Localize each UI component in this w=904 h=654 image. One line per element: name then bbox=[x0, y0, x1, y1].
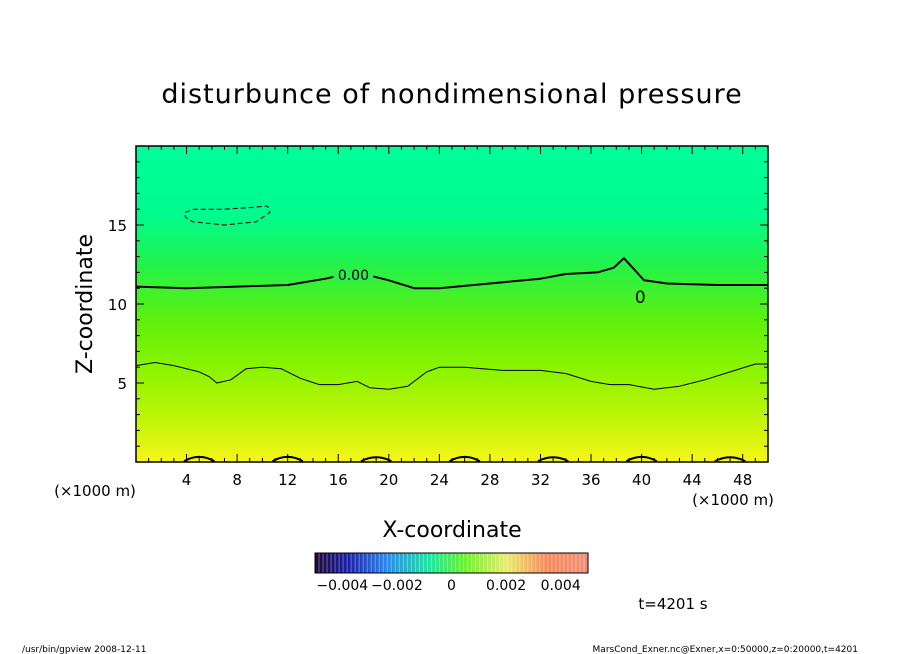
colorbar-ticks: −0.004 −0.002 0 0.002 0.004 bbox=[316, 578, 580, 594]
colorbar-stripes bbox=[318, 553, 585, 573]
y-tick-label: 5 bbox=[117, 375, 127, 393]
x-tick-label: 20 bbox=[379, 471, 398, 489]
negative-contour-line bbox=[184, 205, 271, 226]
zero-contour-line bbox=[136, 257, 768, 290]
chart-title: disturbunce of nondimensional pressure bbox=[161, 79, 742, 110]
x-tick-label: 4 bbox=[182, 471, 192, 489]
colorbar-tick-label: 0.004 bbox=[541, 578, 581, 594]
x-unit-right: (×1000 m) bbox=[692, 491, 774, 509]
time-label: t=4201 s bbox=[638, 595, 707, 613]
y-tick-label: 15 bbox=[108, 217, 127, 235]
x-axis-ticks: 4 8 12 16 20 24 28 32 36 40 44 48 bbox=[148, 146, 756, 489]
colorbar-tick-label: −0.004 bbox=[316, 578, 368, 594]
lower-contour-line bbox=[136, 362, 768, 390]
heatmap-field bbox=[136, 146, 768, 462]
colorbar: −0.004 −0.002 0 0.002 0.004 bbox=[314, 552, 589, 594]
x-tick-label: 48 bbox=[733, 471, 752, 489]
colorbar-frame bbox=[314, 552, 589, 574]
x-tick-label: 24 bbox=[430, 471, 449, 489]
x-tick-label: 28 bbox=[480, 471, 499, 489]
colorbar-tick-label: −0.002 bbox=[371, 578, 423, 594]
contour-label-gap bbox=[333, 265, 374, 282]
x-tick-label: 8 bbox=[232, 471, 242, 489]
footer-right: MarsCond_Exner.nc@Exner,x=0:50000,z=0:20… bbox=[593, 645, 858, 654]
contour-annotation: 0 bbox=[635, 288, 646, 308]
y-tick-label: 10 bbox=[108, 296, 127, 314]
contour-label: 0.00 bbox=[338, 268, 369, 284]
colorbar-tick-label: 0.002 bbox=[486, 578, 526, 594]
x-tick-label: 44 bbox=[683, 471, 702, 489]
x-tick-label: 12 bbox=[278, 471, 297, 489]
y-axis-ticks: 5 10 15 bbox=[108, 161, 768, 447]
colorbar-fill bbox=[315, 553, 588, 573]
x-axis-label: X-coordinate bbox=[382, 518, 521, 543]
footer-left: /usr/bin/gpview 2008-12-11 bbox=[22, 645, 146, 654]
annotation-layer: 0 bbox=[635, 288, 646, 308]
y-axis-label: Z-coordinate bbox=[73, 234, 98, 374]
x-tick-label: 32 bbox=[531, 471, 550, 489]
x-tick-label: 36 bbox=[581, 471, 600, 489]
x-tick-label: 16 bbox=[329, 471, 348, 489]
colorbar-tick-label: 0 bbox=[447, 578, 456, 594]
x-unit-left: (×1000 m) bbox=[54, 482, 136, 500]
x-tick-label: 40 bbox=[632, 471, 651, 489]
